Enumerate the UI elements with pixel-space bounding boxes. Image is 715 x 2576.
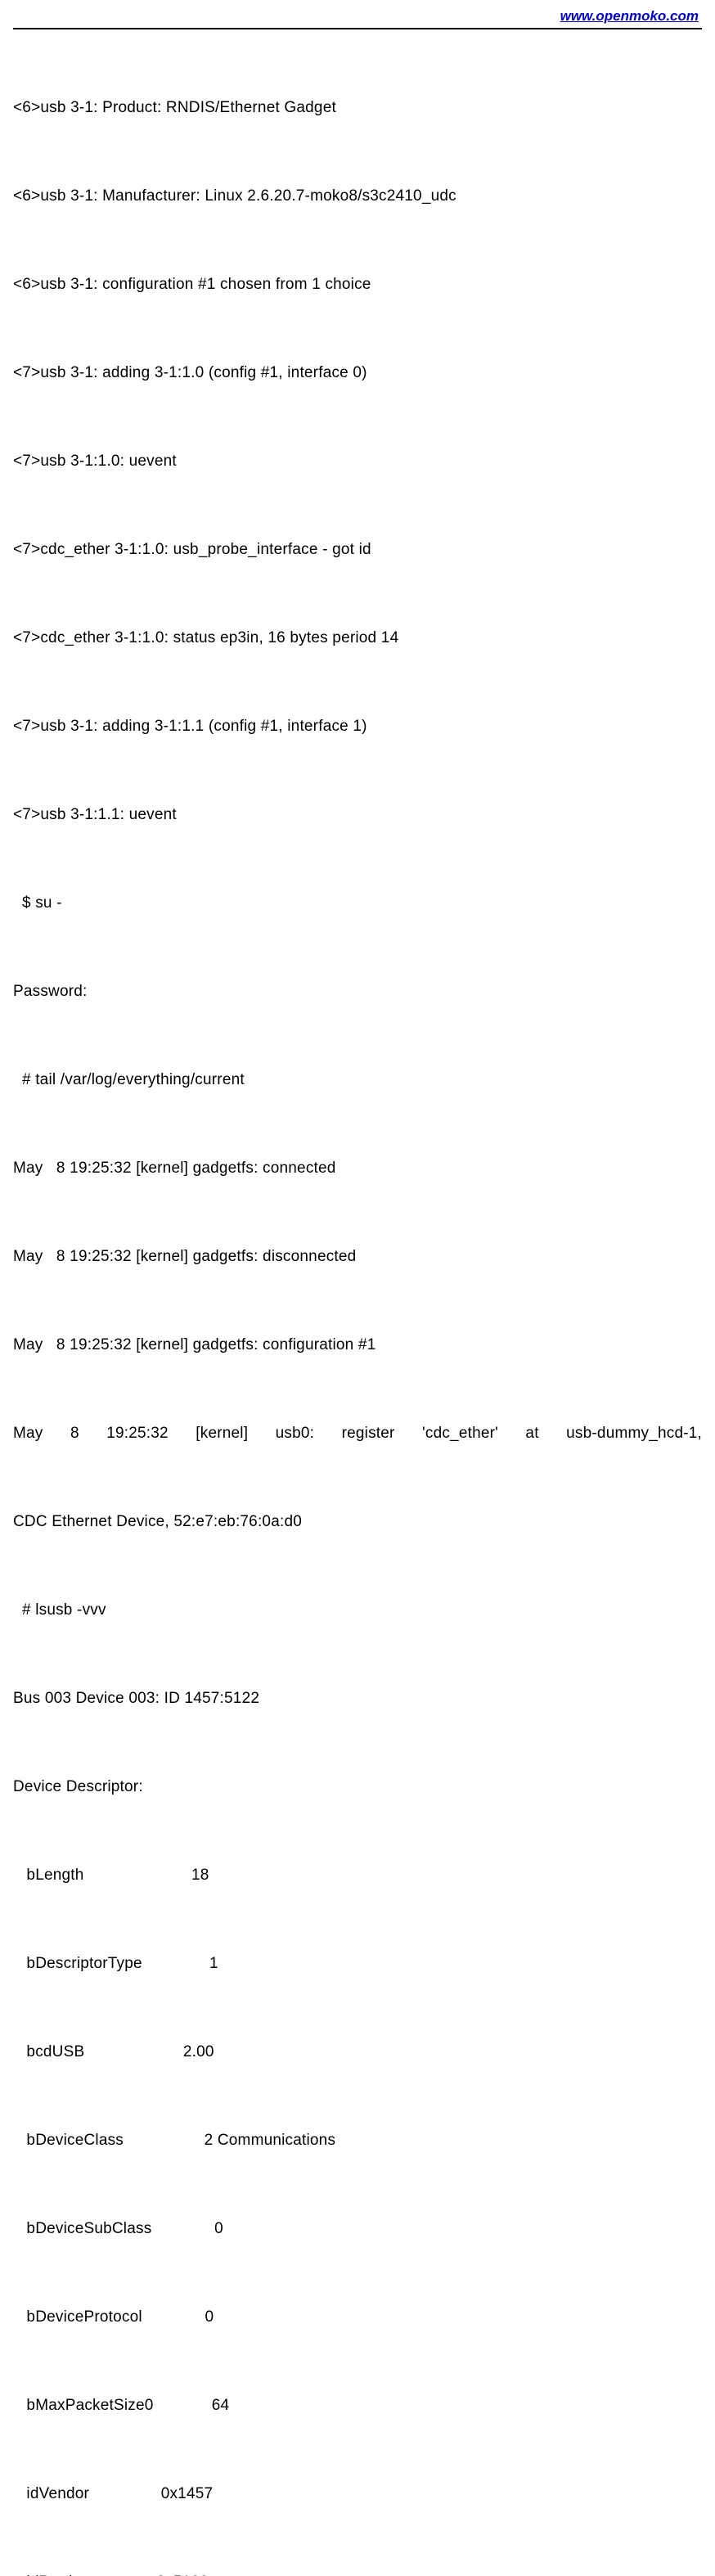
header-url-link[interactable]: www.openmoko.com [560,8,699,24]
log-line: May 8 19:25:32 [kernel] gadgetfs: discon… [13,1242,702,1272]
log-line: bLength 18 [13,1861,702,1890]
log-line: CDC Ethernet Device, 52:e7:eb:76:0a:d0 [13,1507,702,1537]
log-line: <6>usb 3-1: configuration #1 chosen from… [13,270,702,299]
log-line: May 8 19:25:32 [kernel] gadgetfs: config… [13,1331,702,1360]
log-line: <7>cdc_ether 3-1:1.0: status ep3in, 16 b… [13,624,702,653]
log-line: # lsusb -vvv [13,1596,702,1625]
log-line: # tail /var/log/everything/current [13,1065,702,1095]
log-line: bDeviceSubClass 0 [13,2214,702,2244]
log-line: bDeviceClass 2 Communications [13,2126,702,2155]
log-line: May 8 19:25:32 [kernel] usb0: register '… [13,1419,702,1448]
log-line: bDescriptorType 1 [13,1949,702,1979]
log-line: <7>usb 3-1:1.1: uevent [13,800,702,830]
log-line: <6>usb 3-1: Manufacturer: Linux 2.6.20.7… [13,182,702,211]
page-header: www.openmoko.com [13,8,702,25]
log-line: Device Descriptor: [13,1772,702,1802]
header-rule [13,28,702,29]
log-line: May 8 19:25:32 [kernel] gadgetfs: connec… [13,1154,702,1183]
log-line: Bus 003 Device 003: ID 1457:5122 [13,1684,702,1714]
log-line: idProduct 0x5122 [13,2568,702,2576]
log-line: <6>usb 3-1: Product: RNDIS/Ethernet Gadg… [13,93,702,123]
log-output: <6>usb 3-1: Product: RNDIS/Ethernet Gadg… [13,34,702,2576]
log-line: bcdUSB 2.00 [13,2038,702,2067]
log-line: <7>usb 3-1: adding 3-1:1.0 (config #1, i… [13,358,702,388]
log-line: bDeviceProtocol 0 [13,2303,702,2332]
log-line: <7>usb 3-1:1.0: uevent [13,447,702,476]
log-line: idVendor 0x1457 [13,2479,702,2509]
log-line: $ su - [13,889,702,918]
log-line: bMaxPacketSize0 64 [13,2391,702,2421]
page: www.openmoko.com <6>usb 3-1: Product: RN… [0,0,715,2576]
log-line: <7>cdc_ether 3-1:1.0: usb_probe_interfac… [13,535,702,565]
log-line: <7>usb 3-1: adding 3-1:1.1 (config #1, i… [13,712,702,741]
log-line: Password: [13,977,702,1007]
